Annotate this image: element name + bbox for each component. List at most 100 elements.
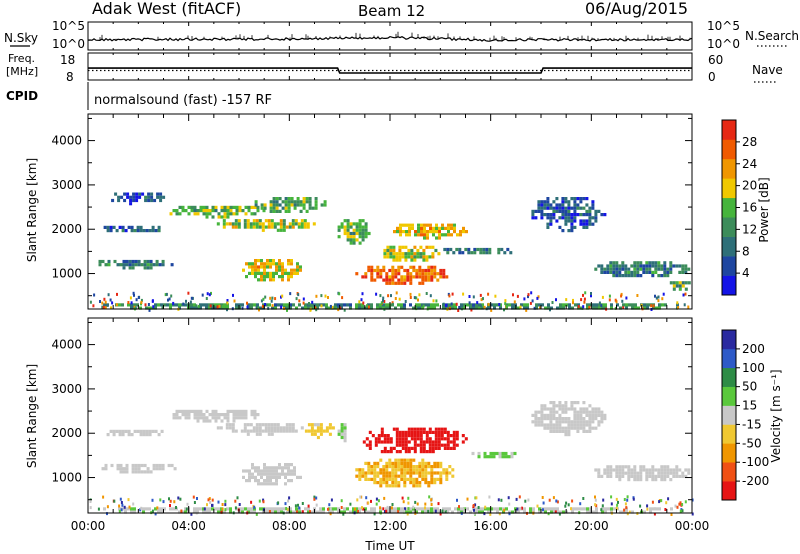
heatmap-cell — [395, 443, 399, 447]
colorbar-cell — [722, 424, 736, 444]
heatmap-cell — [391, 265, 395, 269]
heatmap-cell — [625, 303, 628, 307]
heatmap-cell — [208, 306, 211, 310]
heatmap-cell — [409, 471, 413, 475]
heatmap-cell — [439, 471, 443, 475]
heatmap-cell — [275, 482, 278, 486]
heatmap-cell — [301, 502, 304, 505]
heatmap-cell — [156, 195, 160, 199]
heatmap-cell — [193, 409, 197, 413]
heatmap-cell — [416, 430, 420, 434]
heatmap-cell — [657, 299, 660, 303]
heatmap-cell — [658, 500, 661, 504]
heatmap-cell — [199, 409, 203, 413]
heatmap-cell — [490, 507, 493, 511]
heatmap-cell — [567, 429, 571, 433]
heatmap-cell — [124, 229, 128, 233]
heatmap-cell — [555, 429, 559, 433]
heatmap-cell — [248, 472, 251, 476]
heatmap-cell — [202, 507, 205, 511]
heatmap-cell — [199, 209, 203, 213]
heatmap-cell — [250, 212, 254, 216]
heatmap-cell — [588, 213, 592, 217]
heatmap-cell — [391, 275, 395, 279]
heatmap-cell — [307, 423, 311, 427]
heatmap-cell — [558, 401, 562, 405]
heatmap-cell — [531, 299, 534, 303]
heatmap-cell — [623, 498, 626, 501]
heatmap-cell — [391, 477, 395, 481]
heatmap-cell — [136, 229, 140, 233]
heatmap-cell — [413, 427, 417, 431]
heatmap-cell — [269, 466, 272, 470]
heatmap-cell — [205, 303, 208, 307]
heatmap-cell — [181, 209, 185, 213]
heatmap-cell — [266, 265, 269, 269]
heatmap-cell — [290, 463, 293, 467]
heatmap-cell — [163, 507, 166, 511]
heatmap-cell — [457, 309, 460, 312]
heatmap-cell — [379, 468, 383, 472]
heatmap-cell — [570, 219, 574, 223]
heatmap-cell — [382, 471, 386, 475]
heatmap-cell — [589, 303, 592, 307]
heatmap-cell — [352, 222, 356, 226]
heatmap-cell — [483, 451, 487, 456]
heatmap-cell — [228, 222, 232, 226]
heatmap-cell — [287, 259, 290, 263]
heatmap-cell — [260, 265, 263, 269]
heatmap-cell — [434, 434, 438, 438]
heatmap-cell — [235, 416, 239, 420]
heatmap-cell — [370, 465, 374, 469]
heatmap-cell — [606, 468, 610, 472]
heatmap-cell — [333, 305, 336, 309]
heatmap-cell — [370, 268, 374, 273]
heatmap-cell — [330, 498, 333, 502]
colorbar-tick-label: 15 — [742, 399, 757, 413]
heatmap-cell — [362, 507, 365, 511]
heatmap-cell — [634, 303, 637, 307]
heatmap-cell — [226, 419, 230, 423]
heatmap-cell — [542, 501, 545, 505]
heatmap-cell — [636, 474, 640, 478]
heatmap-cell — [288, 222, 292, 226]
heatmap-cell — [481, 510, 484, 514]
heatmap-cell — [633, 274, 637, 278]
heatmap-cell — [654, 478, 658, 482]
heatmap-cell — [433, 510, 436, 514]
heatmap-cell — [278, 265, 281, 269]
heatmap-cell — [444, 304, 447, 307]
heatmap-cell — [282, 429, 286, 433]
heatmap-cell — [291, 426, 295, 430]
heatmap-cell — [603, 267, 607, 271]
heatmap-cell — [573, 213, 577, 217]
heatmap-cell — [232, 205, 236, 209]
heatmap-cell — [395, 291, 398, 295]
heatmap-cell — [373, 461, 377, 465]
heatmap-cell — [185, 507, 188, 511]
heatmap-cell — [282, 225, 286, 229]
heatmap-cell — [268, 510, 271, 513]
nsearch-label: N.Search — [745, 29, 799, 43]
heatmap-cell — [386, 248, 390, 253]
heatmap-cell — [282, 228, 286, 232]
heatmap-cell — [501, 451, 505, 456]
heatmap-cell — [412, 505, 415, 509]
heatmap-cell — [642, 270, 646, 274]
heatmap-cell — [550, 510, 553, 514]
heatmap-cell — [248, 271, 251, 275]
heatmap-cell — [428, 427, 432, 431]
heatmap-cell — [394, 477, 398, 481]
heatmap-cell — [379, 275, 383, 279]
heatmap-cell — [281, 200, 285, 204]
heatmap-cell — [543, 404, 547, 408]
heatmap-cell — [137, 463, 141, 468]
heatmap-cell — [286, 510, 289, 514]
heatmap-cell — [214, 205, 218, 209]
heatmap-cell — [123, 192, 127, 196]
heatmap-cell — [315, 308, 318, 312]
heatmap-cell — [517, 306, 520, 310]
heatmap-cell — [285, 225, 289, 229]
heatmap-cell — [290, 197, 294, 201]
velocity-y-axis-label: Slant Range [km] — [25, 364, 39, 468]
